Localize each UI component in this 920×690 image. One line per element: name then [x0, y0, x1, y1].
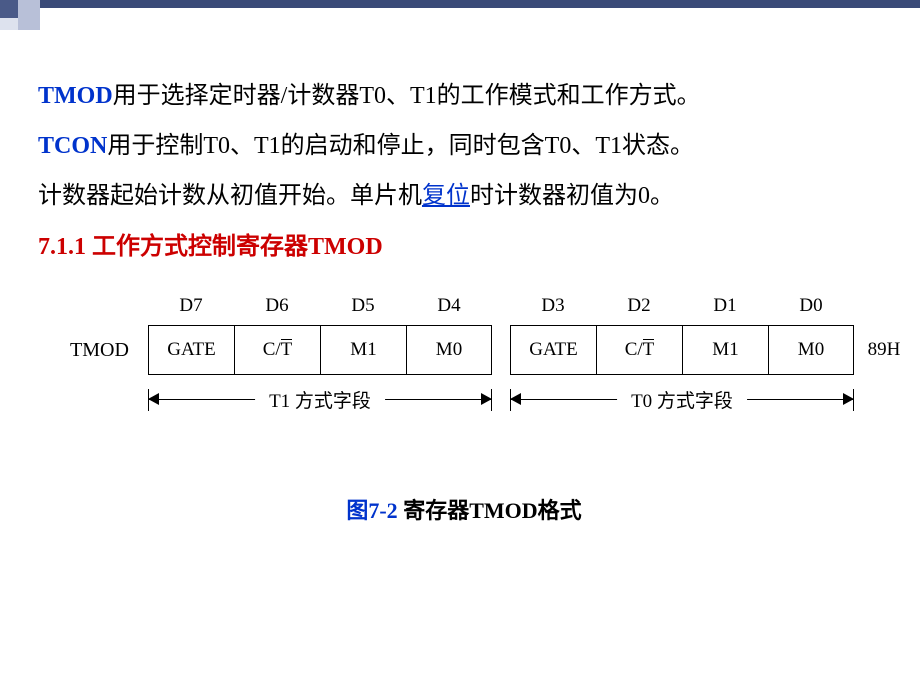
tmod-keyword: TMOD — [38, 83, 113, 109]
slide-corner-decoration — [0, 0, 180, 40]
bit-cell: M0 — [768, 325, 854, 375]
figure-caption: 图7-2 寄存器TMOD格式 — [38, 493, 890, 525]
bit-index: D0 — [768, 291, 854, 325]
bit-index: D6 — [234, 291, 320, 325]
section-heading: 7.1.1 工作方式控制寄存器TMOD — [38, 226, 890, 261]
tcon-description: 用于控制T0、T1的启动和停止，同时包含T0、T1状态。 — [107, 133, 694, 159]
register-address: 89H — [854, 325, 914, 375]
bit-cell: C/T — [596, 325, 682, 375]
tmod-register-diagram: D7 D6 D5 D4 D3 D2 D1 D0 TMOD GATE C/T M1… — [68, 291, 860, 439]
bit-cell: GATE — [510, 325, 596, 375]
reset-post-text: 时计数器初值为0。 — [470, 183, 674, 209]
bit-index: D1 — [682, 291, 768, 325]
bit-cell: M1 — [320, 325, 406, 375]
segment-label-row: T1 方式字段 T0 方式字段 — [68, 389, 860, 439]
segment-t1: T1 方式字段 — [148, 389, 492, 439]
bit-cell: M0 — [406, 325, 492, 375]
tmod-description: 用于选择定时器/计数器T0、T1的工作模式和工作方式。 — [113, 83, 701, 109]
paragraph-reset: 计数器起始计数从初值开始。单片机复位时计数器初值为0。 — [38, 172, 890, 220]
register-name-label: TMOD — [68, 325, 148, 375]
paragraph-tmod: TMOD用于选择定时器/计数器T0、T1的工作模式和工作方式。 — [38, 72, 890, 120]
segment-t1-label: T1 方式字段 — [255, 386, 385, 413]
bit-index-row: D7 D6 D5 D4 D3 D2 D1 D0 — [68, 291, 860, 325]
figure-number: 图7-2 — [346, 498, 397, 523]
tcon-keyword: TCON — [38, 133, 107, 159]
paragraph-tcon: TCON用于控制T0、T1的启动和停止，同时包含T0、T1状态。 — [38, 122, 890, 170]
bit-index: D5 — [320, 291, 406, 325]
segment-t0-label: T0 方式字段 — [617, 386, 747, 413]
reset-pre-text: 计数器起始计数从初值开始。单片机 — [38, 183, 422, 209]
segment-t0: T0 方式字段 — [510, 389, 854, 439]
bit-cell-row: TMOD GATE C/T M1 M0 GATE C/T M1 M0 89H — [68, 325, 860, 375]
bit-index: D2 — [596, 291, 682, 325]
bit-cell: C/T — [234, 325, 320, 375]
bit-index: D4 — [406, 291, 492, 325]
reset-link[interactable]: 复位 — [422, 183, 470, 209]
bit-index: D3 — [510, 291, 596, 325]
bit-cell: M1 — [682, 325, 768, 375]
bit-index: D7 — [148, 291, 234, 325]
figure-title: 寄存器TMOD格式 — [398, 498, 582, 523]
bit-cell: GATE — [148, 325, 234, 375]
slide-content: TMOD用于选择定时器/计数器T0、T1的工作模式和工作方式。 TCON用于控制… — [0, 0, 920, 525]
